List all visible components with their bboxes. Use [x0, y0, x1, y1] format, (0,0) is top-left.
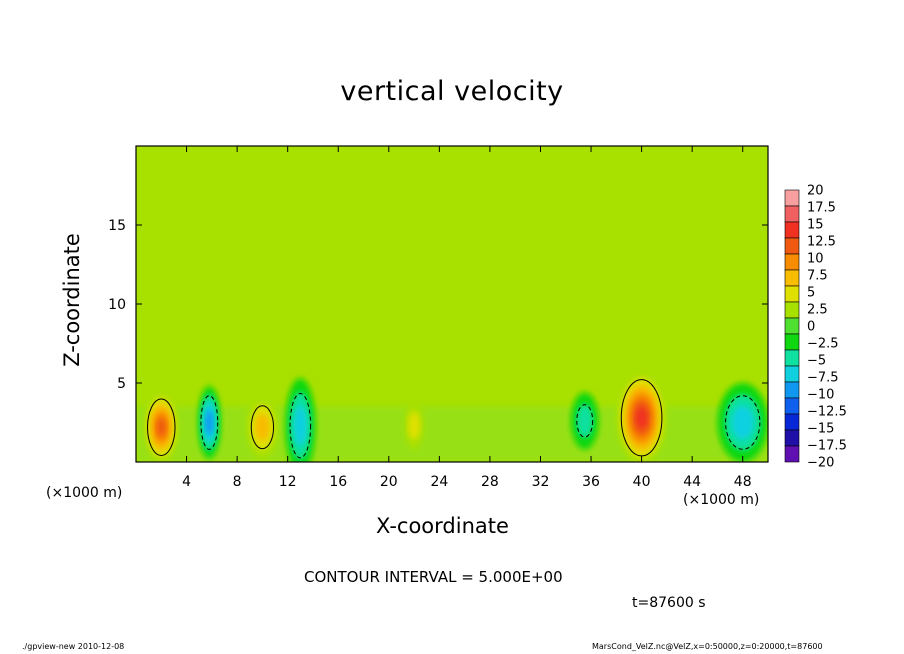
cell-contour — [250, 405, 275, 450]
colorbar-label: 0 — [807, 320, 815, 335]
cell-contour — [725, 395, 761, 450]
colorbar-label: 15 — [807, 218, 824, 233]
x-tick-label: 32 — [532, 474, 550, 490]
velocity-cell-4 — [403, 401, 425, 450]
footer-program: ./gpview-new 2010-12-08 — [22, 642, 125, 651]
cell-level — [156, 417, 167, 438]
x-tick-label: 40 — [633, 474, 651, 490]
x-tick-label: 12 — [279, 474, 297, 490]
cell-contour — [200, 395, 219, 450]
colorbar-swatch — [784, 253, 800, 271]
chart-title: vertical velocity — [340, 76, 564, 107]
colorbar-swatch — [784, 381, 800, 399]
x-tick-label: 44 — [683, 474, 701, 490]
colorbar-swatch — [784, 269, 800, 287]
colorbar-label: 7.5 — [807, 269, 828, 284]
colorbar-label: 2.5 — [807, 303, 828, 318]
cell-level — [205, 410, 214, 435]
colorbar-swatch — [784, 349, 800, 367]
cell-level — [255, 413, 270, 441]
velocity-cell-7 — [717, 383, 768, 462]
time-stamp: t=87600 s — [632, 595, 706, 611]
contour-interval-text: CONTOUR INTERVAL = 5.000E+00 — [304, 568, 563, 586]
colorbar-swatch — [784, 413, 800, 431]
x-tick-label: 24 — [430, 474, 448, 490]
colorbar-swatch — [784, 205, 800, 223]
colorbar-label: −17.5 — [807, 439, 847, 454]
footer-file-info: MarsCond_VelZ.nc@VelZ,x=0:50000,z=0:2000… — [592, 642, 823, 651]
colorbar-swatch — [784, 445, 800, 463]
cell-level — [635, 406, 648, 429]
velocity-cell-2 — [245, 395, 279, 459]
plot-area — [136, 146, 768, 462]
x-tick-label: 20 — [380, 474, 398, 490]
colorbar-label: −2.5 — [807, 337, 839, 352]
colorbar-label: 17.5 — [807, 201, 836, 216]
x-tick-label: 48 — [734, 474, 752, 490]
colorbar: 20 17.5 15 12.5 10 7.5 5 2.5 0 −2.5 −5 −7.5 −10 −12.5… — [784, 184, 847, 471]
cell-level — [408, 411, 421, 440]
colorbar-label: 12.5 — [807, 235, 836, 250]
x-unit-label-left: (×1000 m) — [46, 485, 123, 501]
colorbar-swatch — [784, 397, 800, 415]
y-tick-label: 5 — [117, 376, 126, 392]
colorbar-swatch — [784, 301, 800, 319]
cell-level — [731, 405, 754, 440]
cell-contour — [289, 392, 312, 459]
velocity-cell-3 — [285, 378, 316, 462]
y-tick-label: 10 — [108, 297, 126, 313]
colorbar-label: −15 — [807, 422, 834, 437]
colorbar-swatch — [784, 237, 800, 255]
colorbar-label: 10 — [807, 252, 824, 267]
colorbar-swatch — [784, 429, 800, 447]
colorbar-label: 20 — [807, 184, 824, 199]
colorbar-swatch — [784, 317, 800, 335]
y-tick-label: 15 — [108, 218, 126, 234]
colorbar-label: −5 — [807, 354, 826, 369]
x-tick-label: 8 — [233, 474, 242, 490]
x-tick-label: 16 — [329, 474, 347, 490]
cell-contour — [147, 398, 176, 456]
cell-level — [293, 405, 307, 446]
colorbar-label: 5 — [807, 286, 815, 301]
colorbar-label: −12.5 — [807, 405, 847, 420]
colorbar-label: −7.5 — [807, 371, 839, 386]
x-unit-label-right: (×1000 m) — [683, 492, 760, 508]
velocity-cell-6 — [616, 370, 667, 462]
cell-contour — [576, 404, 594, 438]
colorbar-swatch — [784, 189, 800, 207]
velocity-cell-0 — [143, 390, 179, 462]
colorbar-label: −20 — [807, 456, 834, 471]
x-axis-label: X-coordinate — [376, 514, 509, 538]
colorbar-swatch — [784, 333, 800, 351]
colorbar-swatch — [784, 285, 800, 303]
colorbar-label: −10 — [807, 388, 834, 403]
surface-band — [136, 406, 768, 462]
cell-level — [576, 403, 594, 438]
x-tick-label: 36 — [582, 474, 600, 490]
x-tick-label: 4 — [182, 474, 191, 490]
colorbar-swatch — [784, 221, 800, 239]
x-tick-label: 28 — [481, 474, 499, 490]
cell-contour — [620, 379, 663, 457]
colorbar-swatch — [784, 365, 800, 383]
velocity-cell-5 — [570, 392, 599, 450]
velocity-cell-1 — [197, 386, 221, 459]
